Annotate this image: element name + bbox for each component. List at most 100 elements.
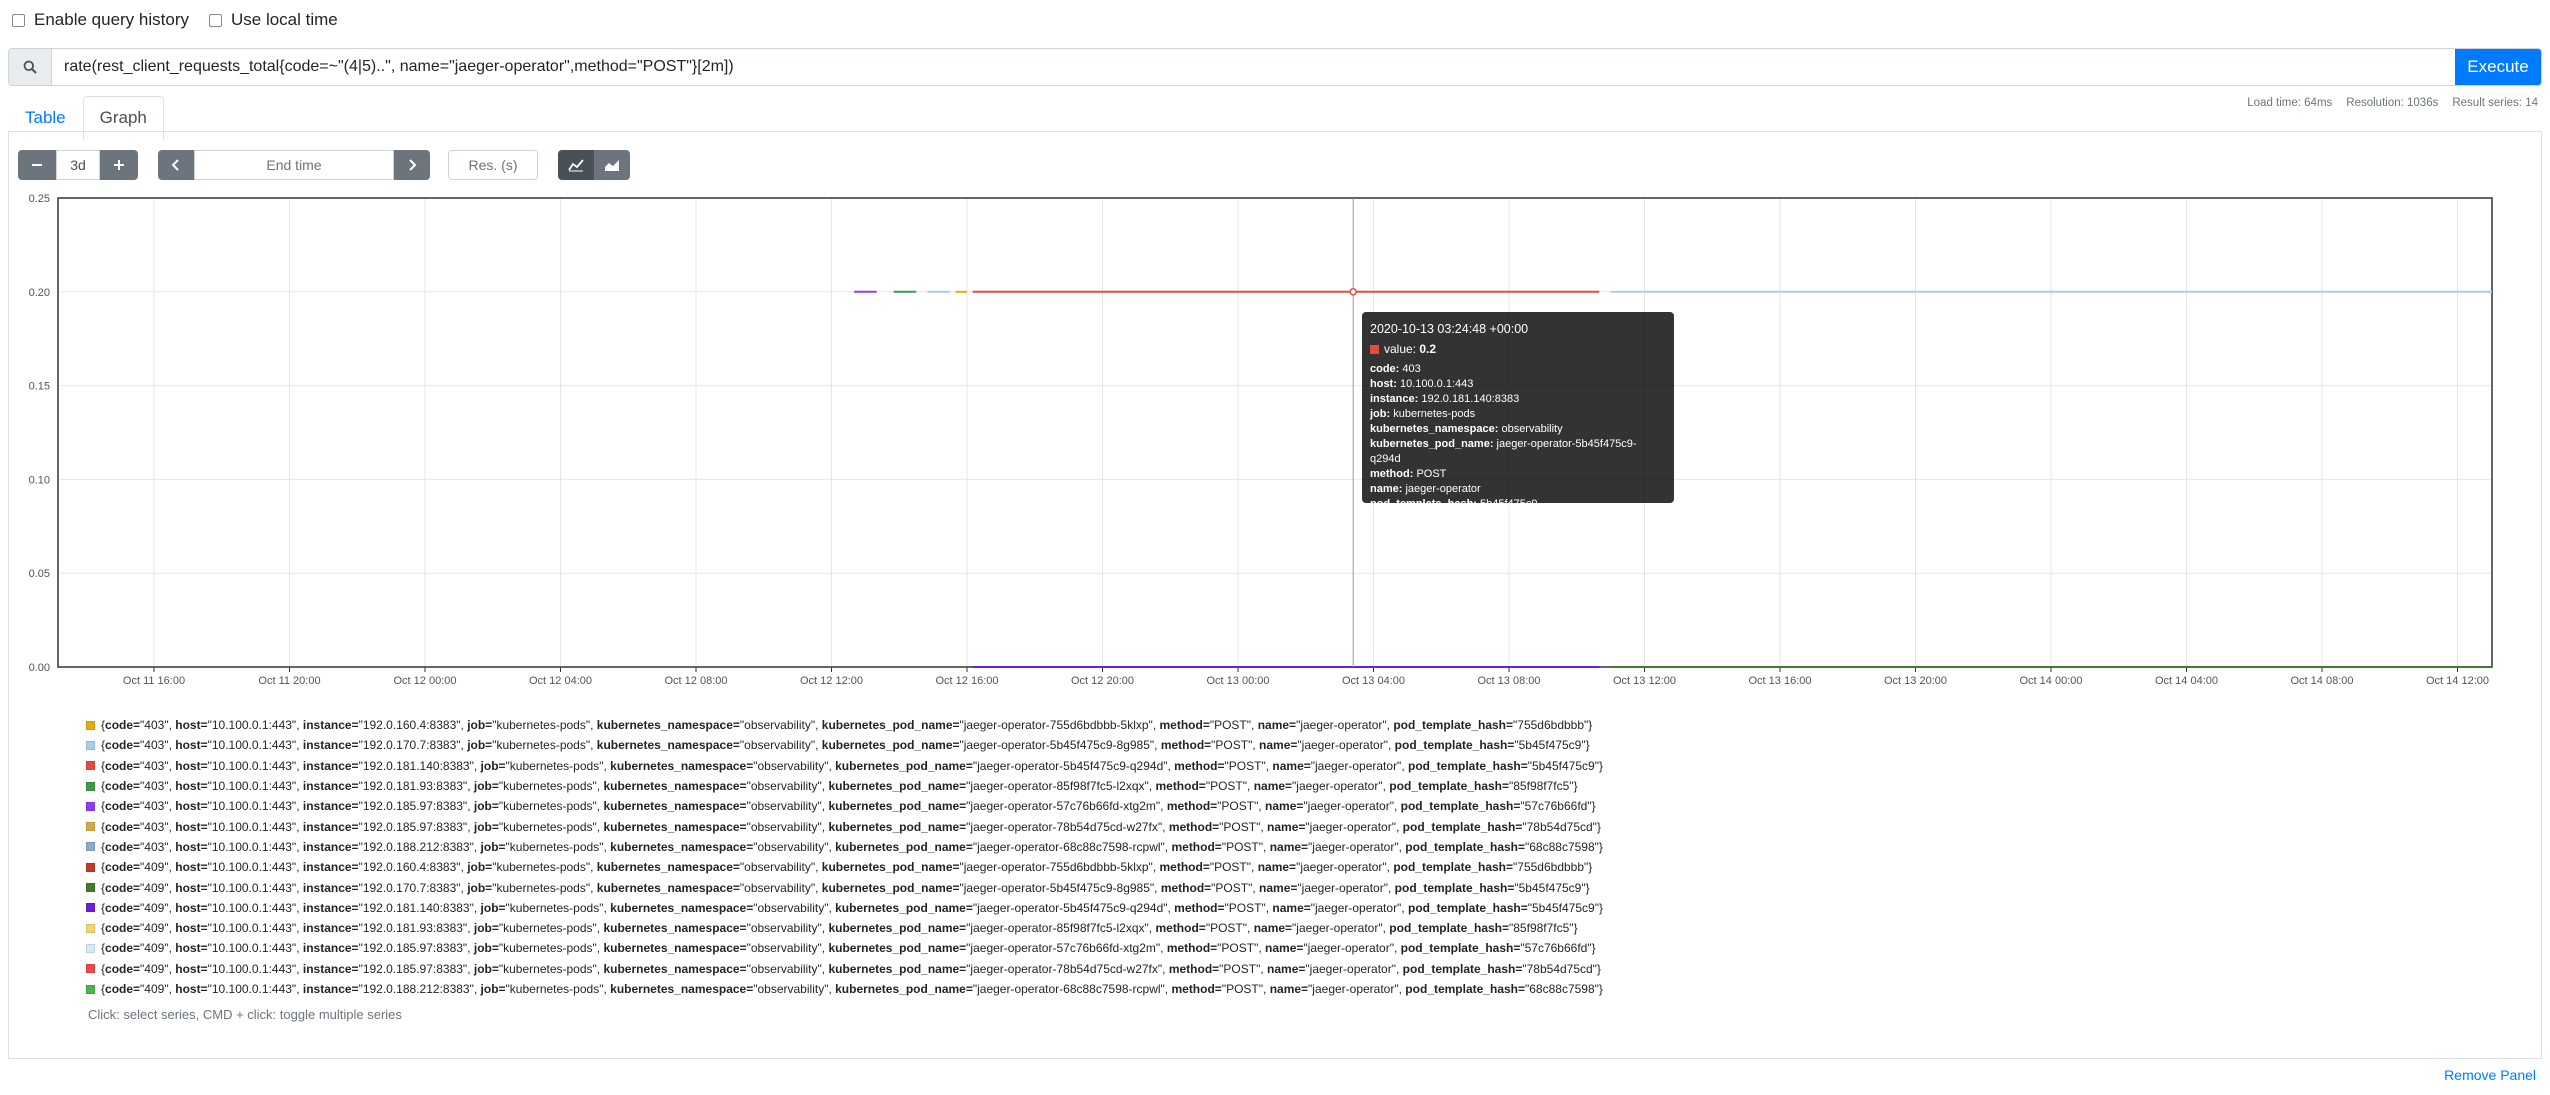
range-increase-button[interactable]	[100, 150, 138, 180]
legend-label: {code="409", host="10.100.0.1:443", inst…	[101, 921, 1578, 936]
tooltip-label-code: code: 403	[1370, 363, 1421, 375]
x-tick-label: Oct 14 04:00	[2155, 675, 2218, 687]
resolution-input[interactable]: Res. (s)	[448, 150, 538, 180]
legend-item[interactable]: {code="403", host="10.100.0.1:443", inst…	[86, 816, 1603, 836]
y-tick-label: 0.20	[29, 287, 50, 299]
legend-item[interactable]: {code="409", host="10.100.0.1:443", inst…	[86, 877, 1603, 897]
legend-label: {code="403", host="10.100.0.1:443", inst…	[101, 819, 1601, 834]
legend-swatch	[86, 883, 95, 893]
legend-item[interactable]: {code="403", host="10.100.0.1:443", inst…	[86, 837, 1603, 857]
tooltip-label-host: host: 10.100.0.1:443	[1370, 378, 1474, 390]
remove-panel-link[interactable]: Remove Panel	[2444, 1067, 2536, 1083]
legend-label: {code="409", host="10.100.0.1:443", inst…	[101, 982, 1603, 996]
query-bar: rate(rest_client_requests_total{code=~"(…	[8, 48, 2542, 86]
stacked-on-button[interactable]	[594, 150, 630, 180]
result-series: Result series: 14	[2452, 97, 2538, 109]
resolution: Resolution: 1036s	[2346, 97, 2439, 109]
legend-item[interactable]: {code="403", host="10.100.0.1:443", inst…	[86, 715, 1603, 735]
view-tabs: Table Graph	[8, 96, 164, 140]
legend-swatch	[86, 822, 95, 832]
x-tick-label: Oct 11 16:00	[123, 675, 185, 687]
x-tick-label: Oct 11 20:00	[258, 675, 320, 687]
legend-item[interactable]: {code="409", host="10.100.0.1:443", inst…	[86, 857, 1603, 877]
tab-graph[interactable]: Graph	[82, 96, 164, 140]
legend-item[interactable]: {code="403", host="10.100.0.1:443", inst…	[86, 776, 1603, 796]
x-tick-label: Oct 14 00:00	[2020, 675, 2083, 687]
tooltip-value-number: 0.2	[1419, 342, 1437, 356]
end-time-forward-button[interactable]	[394, 150, 430, 180]
y-tick-label: 0.05	[29, 568, 50, 580]
hover-point	[1349, 288, 1357, 296]
query-history-option[interactable]: Enable query history	[12, 10, 189, 30]
y-tick-label: 0.15	[29, 381, 50, 393]
legend-label: {code="409", host="10.100.0.1:443", inst…	[101, 860, 1593, 875]
legend-item[interactable]: {code="403", host="10.100.0.1:443", inst…	[86, 735, 1603, 755]
legend-swatch	[86, 923, 95, 933]
legend-hint: Click: select series, CMD + click: toggl…	[88, 1007, 402, 1022]
tooltip-label-job: job: kubernetes-pods	[1370, 408, 1476, 420]
load-time: Load time: 64ms	[2247, 97, 2333, 109]
tab-table[interactable]: Table	[25, 108, 66, 127]
legend-swatch	[86, 903, 95, 913]
plus-icon	[114, 160, 124, 170]
legend-swatch	[86, 740, 95, 750]
chevron-right-icon	[409, 159, 417, 171]
legend-item[interactable]: {code="409", host="10.100.0.1:443", inst…	[86, 898, 1603, 918]
legend-swatch	[86, 761, 95, 771]
x-tick-label: Oct 14 12:00	[2426, 675, 2489, 687]
x-tick-label: Oct 12 12:00	[800, 675, 863, 687]
legend-swatch	[86, 720, 95, 730]
end-time-back-button[interactable]	[158, 150, 194, 180]
series-legend: {code="403", host="10.100.0.1:443", inst…	[86, 715, 1603, 999]
tooltip-label-kubernetes-pod-name: kubernetes_pod_name: jaeger-operator-5b4…	[1370, 438, 1637, 465]
legend-label: {code="403", host="10.100.0.1:443", inst…	[101, 779, 1578, 794]
x-tick-label: Oct 13 04:00	[1342, 675, 1405, 687]
legend-swatch	[86, 984, 95, 994]
legend-item[interactable]: {code="409", host="10.100.0.1:443", inst…	[86, 938, 1603, 958]
area-chart-icon	[605, 160, 619, 171]
tooltip-label-instance: instance: 192.0.181.140:8383	[1370, 393, 1520, 405]
plot-frame	[57, 197, 2493, 668]
tooltip-label-name: name: jaeger-operator	[1370, 483, 1481, 495]
legend-item[interactable]: {code="409", host="10.100.0.1:443", inst…	[86, 918, 1603, 938]
legend-swatch	[86, 801, 95, 811]
x-tick-label: Oct 13 08:00	[1478, 675, 1541, 687]
x-tick-label: Oct 13 20:00	[1884, 675, 1947, 687]
range-decrease-button[interactable]	[18, 150, 56, 180]
execute-button[interactable]: Execute	[2455, 49, 2541, 85]
x-tick-label: Oct 13 12:00	[1613, 675, 1676, 687]
hover-tooltip: 2020-10-13 03:24:48 +00:00 value: 0.2 co…	[1362, 312, 1674, 510]
x-tick-label: Oct 12 16:00	[936, 675, 999, 687]
stacked-off-button[interactable]	[558, 150, 594, 180]
legend-swatch	[86, 781, 95, 791]
tooltip-label-pod-template-hash: pod_template_hash: 5b45f475c9	[1370, 498, 1538, 510]
legend-label: {code="409", host="10.100.0.1:443", inst…	[101, 941, 1596, 956]
x-tick-label: Oct 14 08:00	[2291, 675, 2354, 687]
local-time-checkbox[interactable]	[208, 13, 222, 27]
legend-item[interactable]: {code="409", host="10.100.0.1:443", inst…	[86, 979, 1603, 999]
legend-item[interactable]: {code="403", host="10.100.0.1:443", inst…	[86, 756, 1603, 776]
range-input[interactable]: 3d	[56, 150, 100, 180]
search-icon	[9, 49, 52, 85]
legend-item[interactable]: {code="409", host="10.100.0.1:443", inst…	[86, 959, 1603, 979]
x-tick-label: Oct 12 00:00	[394, 675, 457, 687]
query-stats: Load time: 64ms Resolution: 1036s Result…	[2247, 97, 2538, 109]
legend-label: {code="409", host="10.100.0.1:443", inst…	[101, 880, 1590, 895]
y-tick-label: 0.00	[29, 662, 50, 674]
line-chart-icon	[568, 159, 584, 172]
y-tick-label: 0.25	[29, 193, 50, 205]
end-time-input[interactable]: End time	[194, 150, 394, 180]
time-series-chart[interactable]: 0.25 0.20 0.15 0.10 0.05 0.00 Oct 11 16:00 Oct…	[0, 0, 2550, 700]
query-history-checkbox[interactable]	[12, 13, 25, 27]
x-tick-label: Oct 13 16:00	[1749, 675, 1812, 687]
query-expression-input[interactable]: rate(rest_client_requests_total{code=~"(…	[64, 58, 734, 75]
legend-label: {code="403", host="10.100.0.1:443", inst…	[101, 718, 1593, 733]
graph-panel	[8, 131, 2542, 1059]
tooltip-label-method: method: POST	[1370, 468, 1447, 480]
chevron-left-icon	[171, 159, 179, 171]
legend-swatch	[86, 842, 95, 852]
legend-label: {code="409", host="10.100.0.1:443", inst…	[101, 961, 1601, 976]
local-time-option[interactable]: Use local time	[208, 10, 338, 30]
x-tick-label: Oct 13 00:00	[1207, 675, 1270, 687]
legend-item[interactable]: {code="403", host="10.100.0.1:443", inst…	[86, 796, 1603, 816]
